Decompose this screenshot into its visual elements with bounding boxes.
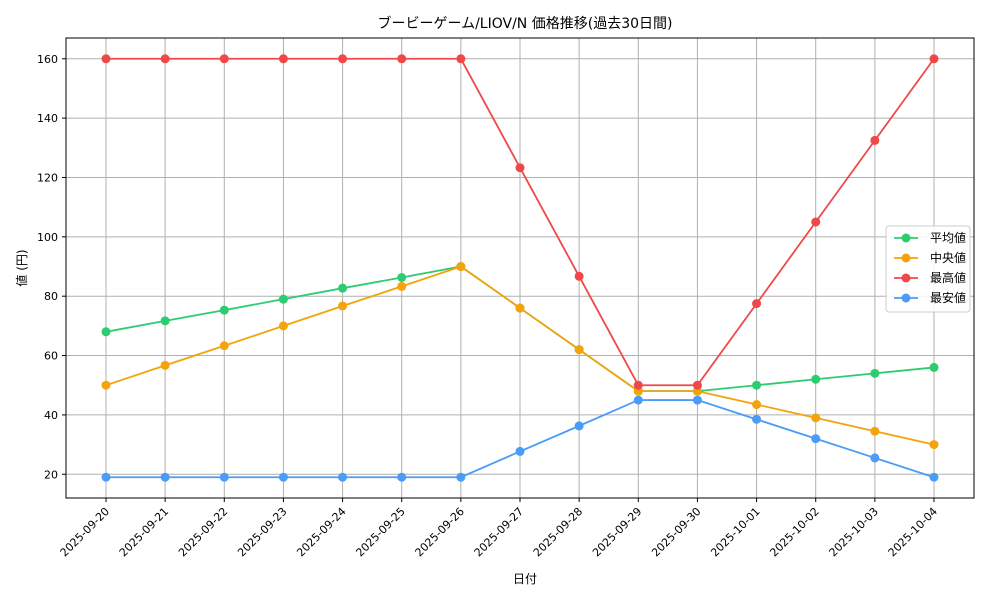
y-tick-label: 160 xyxy=(37,53,58,66)
data-point xyxy=(456,54,466,64)
data-point xyxy=(752,414,762,424)
data-point xyxy=(219,54,229,64)
data-point xyxy=(811,434,821,444)
data-point xyxy=(515,163,525,173)
data-point xyxy=(752,299,762,309)
y-tick-label: 60 xyxy=(44,350,58,363)
data-point xyxy=(811,217,821,227)
x-tick-label: 2025-09-29 xyxy=(590,505,644,559)
data-point xyxy=(633,395,643,405)
chart-title: ブービーゲーム/LIOV/N 価格推移(過去30日間) xyxy=(378,15,673,32)
x-tick-label: 2025-09-26 xyxy=(413,505,467,559)
data-point xyxy=(574,421,584,431)
data-point xyxy=(101,54,111,64)
data-point xyxy=(752,400,762,410)
y-tick-label: 140 xyxy=(37,112,58,125)
x-tick-label: 2025-10-01 xyxy=(708,505,762,559)
data-point xyxy=(160,54,170,64)
data-point xyxy=(397,472,407,482)
legend-label: 中央値 xyxy=(930,250,966,265)
data-point xyxy=(929,362,939,372)
data-point xyxy=(397,54,407,64)
y-tick-label: 100 xyxy=(37,231,58,244)
y-axis-ticks: 20 40 60 80 100 120 140 160 xyxy=(37,53,66,481)
series-group xyxy=(101,54,939,482)
x-tick-label: 2025-10-03 xyxy=(827,505,881,559)
data-point xyxy=(929,54,939,64)
x-tick-label: 2025-09-28 xyxy=(531,505,585,559)
x-axis-ticks: 2025-09-20 2025-09-21 2025-09-22 2025-09-23… xyxy=(58,498,940,559)
x-tick-label: 2025-09-23 xyxy=(235,505,289,559)
legend-marker xyxy=(901,293,911,303)
legend-label: 最高値 xyxy=(930,270,966,285)
x-tick-label: 2025-10-02 xyxy=(767,505,821,559)
x-tick-label: 2025-09-24 xyxy=(294,505,348,559)
data-point xyxy=(219,472,229,482)
data-point xyxy=(870,368,880,378)
legend-box xyxy=(885,225,971,313)
legend-label: 最安値 xyxy=(930,290,966,305)
data-point xyxy=(692,380,702,390)
data-point xyxy=(219,305,229,315)
data-point xyxy=(338,283,348,293)
data-point xyxy=(929,472,939,482)
data-point xyxy=(574,271,584,281)
y-axis-label: 値 (円) xyxy=(14,249,29,286)
data-point xyxy=(811,413,821,423)
y-tick-label: 80 xyxy=(44,290,58,303)
data-point xyxy=(101,472,111,482)
x-tick-label: 2025-09-20 xyxy=(58,505,112,559)
data-point xyxy=(811,374,821,384)
x-tick-label: 2025-09-22 xyxy=(176,505,230,559)
data-point xyxy=(278,294,288,304)
data-point xyxy=(692,395,702,405)
data-point xyxy=(338,472,348,482)
data-point xyxy=(633,380,643,390)
data-point xyxy=(160,360,170,370)
x-axis-label: 日付 xyxy=(513,572,537,586)
data-point xyxy=(515,303,525,313)
x-tick-label: 2025-09-30 xyxy=(649,505,703,559)
data-point xyxy=(515,446,525,456)
data-point xyxy=(338,301,348,311)
legend-marker xyxy=(901,253,911,263)
x-tick-label: 2025-09-21 xyxy=(117,505,171,559)
y-tick-label: 40 xyxy=(44,409,58,422)
y-tick-label: 120 xyxy=(37,171,58,184)
data-point xyxy=(929,440,939,450)
data-point xyxy=(456,262,466,272)
legend-marker xyxy=(901,233,911,243)
data-point xyxy=(160,472,170,482)
data-point xyxy=(219,341,229,351)
data-point xyxy=(101,327,111,337)
data-point xyxy=(870,453,880,463)
data-point xyxy=(397,272,407,282)
data-point xyxy=(278,54,288,64)
data-point xyxy=(870,426,880,436)
data-point xyxy=(870,135,880,145)
data-point xyxy=(397,281,407,291)
y-tick-label: 20 xyxy=(44,468,58,481)
data-point xyxy=(456,472,466,482)
x-tick-label: 2025-09-27 xyxy=(472,505,526,559)
legend-label: 平均値 xyxy=(930,230,966,245)
data-point xyxy=(278,472,288,482)
legend-marker xyxy=(901,273,911,283)
data-point xyxy=(101,380,111,390)
data-point xyxy=(574,345,584,355)
data-point xyxy=(160,316,170,326)
grid-lines xyxy=(66,38,974,498)
x-tick-label: 2025-09-25 xyxy=(353,505,407,559)
data-point xyxy=(278,321,288,331)
x-tick-label: 2025-10-04 xyxy=(886,505,940,559)
data-point xyxy=(752,380,762,390)
data-point xyxy=(338,54,348,64)
